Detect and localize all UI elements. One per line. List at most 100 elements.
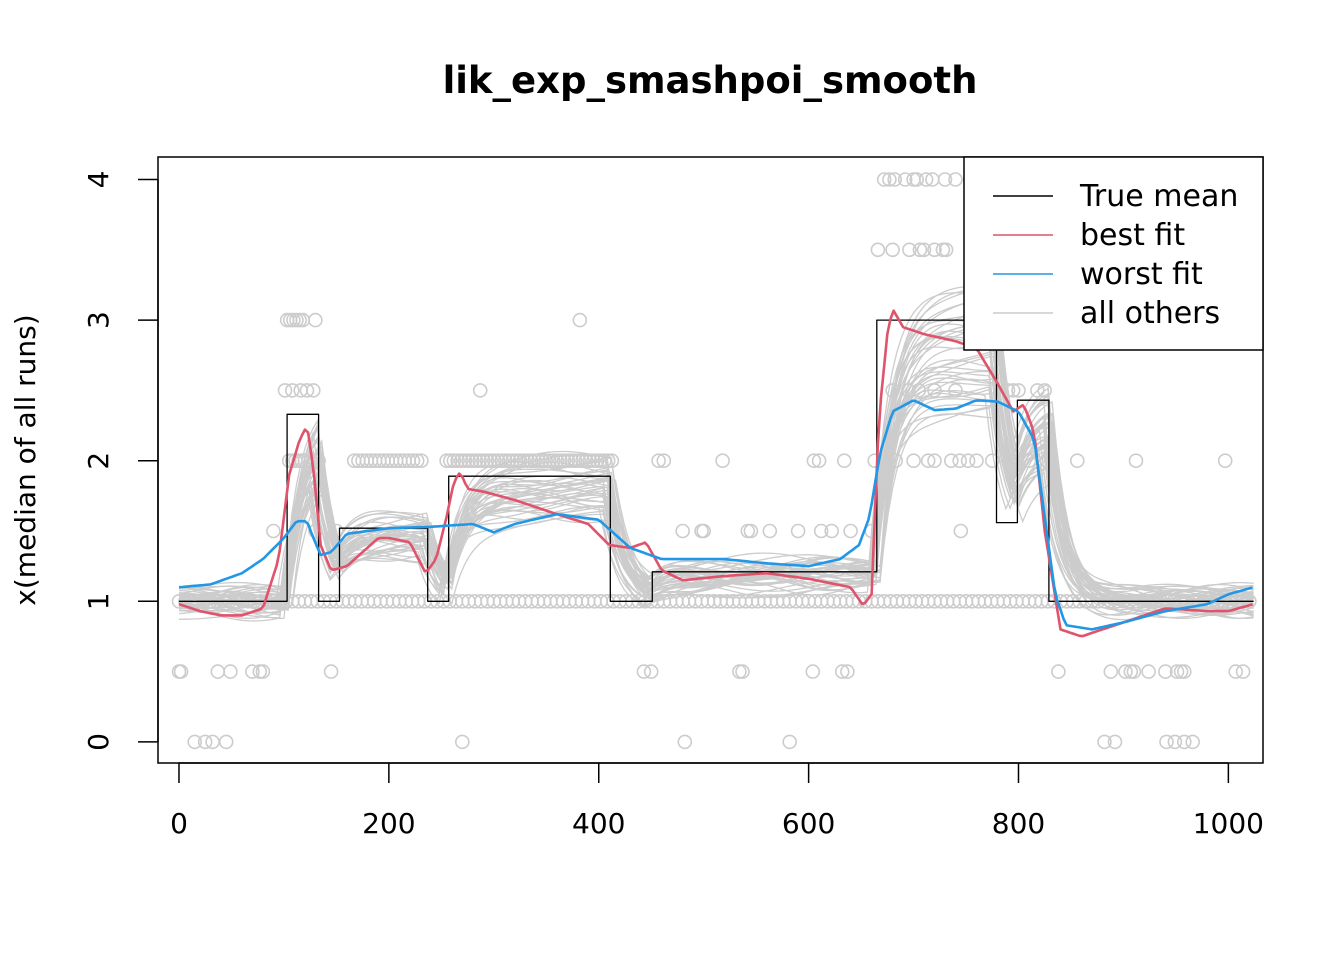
observation-point bbox=[1005, 383, 1021, 398]
observation-point bbox=[472, 383, 488, 398]
observation-point bbox=[1021, 453, 1037, 469]
observation-point bbox=[806, 453, 822, 469]
observation-point bbox=[867, 453, 883, 469]
observation-point bbox=[811, 453, 827, 469]
observation-point bbox=[1126, 664, 1142, 679]
observation-point bbox=[920, 453, 936, 469]
observation-point bbox=[943, 453, 959, 469]
observation-point bbox=[902, 242, 917, 258]
observation-point bbox=[475, 453, 491, 469]
series-lines bbox=[178, 309, 1254, 638]
observation-point bbox=[1039, 453, 1055, 469]
observation-point bbox=[523, 453, 539, 469]
observation-point bbox=[299, 383, 315, 398]
observation-point bbox=[538, 453, 554, 469]
observation-point bbox=[450, 453, 465, 469]
observation-point bbox=[656, 453, 672, 469]
observation-point bbox=[582, 453, 598, 469]
observation-point bbox=[911, 383, 927, 398]
legend-label: best fit bbox=[1080, 218, 1185, 253]
observation-point bbox=[197, 734, 213, 750]
other-run-line bbox=[178, 389, 1254, 616]
observation-point bbox=[542, 453, 557, 469]
observation-point bbox=[252, 664, 268, 679]
observation-point bbox=[918, 172, 934, 187]
observation-point bbox=[960, 453, 976, 469]
observation-point bbox=[556, 453, 572, 469]
chart-title: lik_exp_smashpoi_smooth bbox=[443, 59, 978, 102]
observation-point bbox=[937, 172, 953, 187]
observation-point bbox=[906, 172, 921, 187]
observation-point bbox=[735, 664, 750, 679]
series-line-best-fit bbox=[178, 309, 1253, 638]
observation-point bbox=[927, 453, 942, 469]
observation-point bbox=[813, 523, 829, 539]
observation-point bbox=[790, 523, 806, 539]
observation-point bbox=[885, 383, 900, 398]
y-axis-label: x(median of all runs) bbox=[9, 314, 42, 605]
observation-point bbox=[560, 453, 576, 469]
observation-point bbox=[586, 453, 601, 469]
observation-point bbox=[743, 523, 759, 539]
observation-point bbox=[952, 453, 968, 469]
observation-point bbox=[597, 453, 612, 469]
observation-point bbox=[677, 734, 693, 750]
observation-point bbox=[187, 734, 202, 750]
y-tick-label: 3 bbox=[82, 311, 115, 329]
observation-point bbox=[1103, 664, 1119, 679]
observation-point bbox=[323, 664, 339, 679]
observation-point bbox=[1107, 734, 1123, 750]
observation-point bbox=[938, 242, 954, 258]
observation-point bbox=[948, 172, 963, 187]
observation-point bbox=[308, 312, 323, 328]
observation-point bbox=[593, 453, 609, 469]
observation-point bbox=[512, 453, 528, 469]
observation-point bbox=[549, 453, 565, 469]
observation-point bbox=[805, 664, 821, 679]
observation-point bbox=[1030, 383, 1045, 398]
observation-point bbox=[457, 453, 473, 469]
observation-point bbox=[564, 453, 579, 469]
observation-point bbox=[454, 734, 470, 750]
observation-point bbox=[578, 453, 594, 469]
observation-point bbox=[984, 453, 1000, 469]
x-tick-label: 200 bbox=[362, 807, 415, 840]
observation-point bbox=[836, 453, 852, 469]
observation-point bbox=[173, 664, 189, 679]
observation-point bbox=[494, 453, 510, 469]
observation-point bbox=[762, 523, 778, 539]
other-run-line bbox=[178, 335, 1254, 614]
x-tick-label: 0 bbox=[170, 807, 188, 840]
observation-point bbox=[575, 453, 590, 469]
observation-point bbox=[715, 453, 730, 469]
observation-point bbox=[479, 453, 495, 469]
observation-point bbox=[531, 453, 546, 469]
observation-point bbox=[277, 383, 293, 398]
observation-point bbox=[824, 523, 840, 539]
observation-point bbox=[1169, 664, 1185, 679]
observation-point bbox=[1141, 664, 1156, 679]
observation-point bbox=[1011, 383, 1026, 398]
observation-point bbox=[483, 453, 499, 469]
observation-point bbox=[834, 664, 850, 679]
observation-point bbox=[1037, 383, 1052, 398]
observation-point bbox=[843, 523, 858, 539]
y-tick-label: 1 bbox=[82, 592, 115, 610]
observation-point bbox=[740, 523, 756, 539]
observation-point bbox=[1118, 664, 1133, 679]
observation-point bbox=[218, 734, 234, 750]
y-tick-label: 2 bbox=[82, 452, 115, 470]
observation-point bbox=[912, 242, 928, 258]
observation-point bbox=[909, 172, 925, 187]
observation-point bbox=[497, 453, 513, 469]
observation-point bbox=[636, 664, 652, 679]
x-tick-label: 400 bbox=[572, 807, 625, 840]
observation-point bbox=[948, 383, 963, 398]
y-tick-label: 0 bbox=[82, 733, 115, 751]
observation-point bbox=[446, 453, 462, 469]
legend: True mean best fit worst fit all others bbox=[963, 156, 1264, 351]
observation-point bbox=[553, 453, 568, 469]
observation-point bbox=[927, 383, 942, 398]
observation-point bbox=[916, 242, 932, 258]
observation-point bbox=[572, 312, 588, 328]
